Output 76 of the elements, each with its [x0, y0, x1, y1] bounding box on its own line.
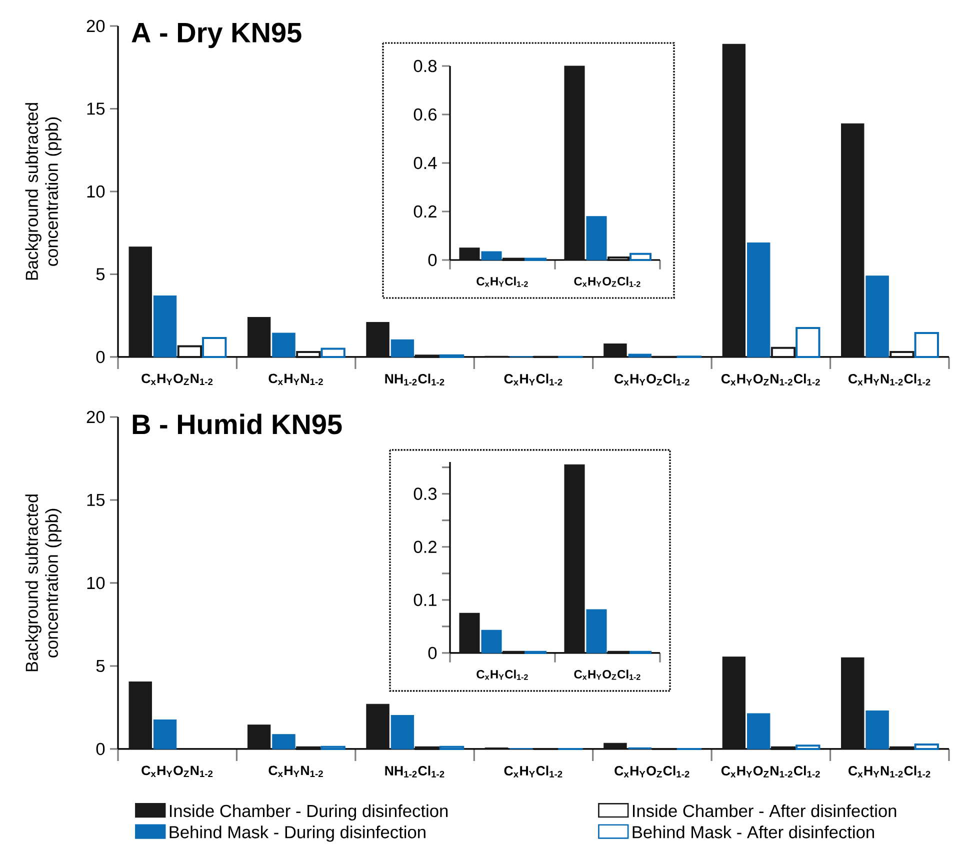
bar: [366, 704, 390, 750]
bar: [481, 630, 502, 654]
legend-label: Inside Chamber - During disinfection: [170, 804, 448, 821]
y-tick-label: 0.1: [414, 594, 436, 606]
bar: [272, 734, 296, 750]
x-tick-label: C$_{x}$H$_{Y}$N$_{1-2}$Cl$_{1-2}$: [848, 374, 930, 386]
bar: [586, 216, 607, 260]
y-tick-label: 0: [96, 350, 105, 364]
y-tick-label: 0.4: [414, 156, 437, 170]
y-tick-label: 0.2: [414, 540, 436, 554]
y-tick-label: 20: [86, 20, 105, 32]
y-tick-label: 0.3: [414, 488, 437, 500]
x-tick-label: C$_{x}$H$_{Y}$N$_{1-2}$Cl$_{1-2}$: [848, 766, 930, 778]
bar: [390, 339, 414, 358]
x-tick-label: C$_{x}$H$_{Y}$O$_{Z}$Cl$_{1-2}$: [574, 670, 640, 680]
x-tick-label: C$_{x}$H$_{Y}$Cl$_{1-2}$: [476, 670, 528, 680]
bar: [247, 724, 271, 750]
y-tick-label: 15: [87, 102, 105, 115]
bar: [841, 123, 864, 358]
y-tick-label: 0.6: [414, 108, 437, 121]
x-tick-label: C$_{x}$H$_{Y}$O$_{Z}$Cl$_{1-2}$: [574, 276, 640, 287]
bar: [746, 713, 770, 750]
legend-label: Inside Chamber - After disinfection: [632, 804, 896, 818]
x-tick-label: C$_{x}$H$_{Y}$O$_{Z}$Cl$_{1-2}$: [614, 374, 690, 386]
bar: [459, 612, 480, 654]
bar: [604, 343, 627, 358]
y-tick-label: 10: [87, 185, 105, 198]
x-tick-label: C$_{x}$H$_{Y}$O$_{Z}$N$_{1-2}$: [142, 374, 213, 386]
bar: [366, 322, 390, 358]
y-axis-title: Background subtracted concentration (ppb): [25, 103, 62, 280]
bar: [866, 276, 889, 358]
y-axis-title: Background subtracted concentration (ppb): [25, 494, 62, 672]
bar: [722, 44, 746, 358]
bar: [746, 242, 770, 358]
y-tick-label: 20: [86, 410, 105, 424]
bar: [153, 720, 177, 750]
x-tick-label: C$_{x}$H$_{Y}$N$_{1-2}$: [268, 766, 323, 778]
x-tick-label: C$_{x}$H$_{Y}$O$_{Z}$Cl$_{1-2}$: [614, 766, 690, 778]
x-tick-label: C$_{x}$H$_{Y}$N$_{1-2}$: [268, 374, 323, 386]
y-tick-label: 0: [428, 646, 437, 660]
y-tick-label: 0: [428, 254, 437, 266]
x-tick-label: C$_{x}$H$_{Y}$Cl$_{1-2}$: [504, 374, 562, 386]
bar: [841, 657, 864, 750]
bar: [153, 295, 177, 358]
bar: [272, 332, 296, 358]
x-tick-label: C$_{x}$H$_{Y}$O$_{Z}$N$_{1-2}$: [142, 766, 213, 778]
y-tick-label: 5: [96, 660, 105, 672]
bar: [628, 354, 652, 358]
bar: [459, 248, 480, 260]
bar: [128, 681, 152, 750]
bar: [481, 251, 502, 260]
y-tick-label: 10: [87, 576, 105, 590]
y-tick-label: 0: [96, 742, 105, 756]
x-tick-label: C$_{x}$H$_{Y}$Cl$_{1-2}$: [476, 276, 528, 287]
bar: [128, 246, 152, 358]
bar: [564, 66, 585, 260]
bar: [722, 656, 746, 750]
bar: [604, 742, 627, 750]
legend-label: Behind Mask - During disinfection: [170, 826, 426, 842]
chart-title: B - Humid KN95: [132, 414, 342, 434]
chart-title: A - Dry KN95: [132, 22, 302, 48]
bar: [564, 464, 585, 654]
y-tick-label: 0.8: [414, 60, 437, 72]
bar: [247, 317, 271, 358]
legend-label: Behind Mask - After disinfection: [632, 826, 874, 838]
x-tick-label: NH$_{1-2}$Cl$_{1-2}$: [385, 374, 444, 386]
y-tick-label: 0.2: [414, 205, 436, 218]
x-tick-label: C$_{x}$H$_{Y}$Cl$_{1-2}$: [504, 766, 562, 778]
x-tick-label: NH$_{1-2}$Cl$_{1-2}$: [385, 766, 444, 778]
bar: [390, 715, 414, 750]
y-tick-label: 15: [87, 494, 105, 506]
y-tick-label: 5: [96, 268, 105, 280]
bar: [586, 609, 607, 654]
category-label: C$_{x}$H$_{Y}$O$_{Z}$N$_{1-2}$Cl$_{1-2}$: [721, 766, 820, 778]
bar: [866, 710, 889, 750]
category-label: C$_{x}$H$_{Y}$O$_{Z}$N$_{1-2}$Cl$_{1-2}$: [721, 374, 820, 386]
